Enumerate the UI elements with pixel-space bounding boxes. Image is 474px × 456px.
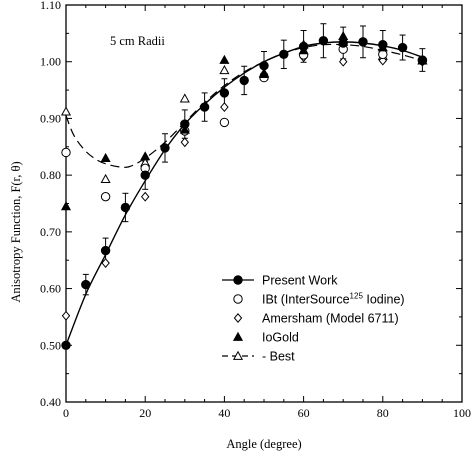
x-tick-label: 80 bbox=[377, 406, 389, 420]
ibt-point bbox=[61, 147, 71, 158]
present-work-point bbox=[397, 42, 408, 53]
amersham-point bbox=[101, 258, 110, 269]
present-work-point bbox=[219, 88, 230, 98]
ibt-point bbox=[219, 117, 230, 128]
legend-amersham-marker bbox=[233, 313, 243, 323]
y-tick-label: 0.60 bbox=[40, 282, 61, 296]
legend-iogold-label: IoGold bbox=[262, 331, 299, 345]
present-work-point bbox=[160, 143, 170, 153]
present-work-point bbox=[140, 170, 150, 180]
amersham-point bbox=[140, 191, 150, 202]
amersham-point bbox=[338, 56, 348, 67]
iogold-point bbox=[179, 124, 190, 134]
x-tick-label: 20 bbox=[139, 406, 151, 420]
present-work-point bbox=[81, 279, 91, 290]
y-tick-label: 0.50 bbox=[40, 338, 61, 352]
best-point bbox=[219, 64, 230, 75]
amersham-point bbox=[220, 102, 229, 113]
present-work-point bbox=[199, 102, 210, 112]
best-curve bbox=[65, 43, 423, 168]
legend-best-marker bbox=[232, 350, 244, 360]
y-tick-label: 0.40 bbox=[40, 395, 61, 409]
x-tick-label: 0 bbox=[63, 406, 69, 420]
iogold-point bbox=[219, 54, 230, 64]
ibt-point bbox=[100, 191, 111, 202]
legend-amersham-label: Amersham (Model 6711) bbox=[262, 312, 399, 326]
legend: Present Work IBt (InterSource125 Iodine) A… bbox=[222, 274, 405, 364]
present-work-point bbox=[378, 40, 388, 50]
x-tick-label: 100 bbox=[453, 406, 471, 420]
present-work-point bbox=[338, 38, 348, 48]
y-axis-label: Anisotropy Function, F(r, θ) bbox=[9, 161, 23, 302]
present-work-point bbox=[279, 49, 289, 60]
ibt-point bbox=[378, 49, 388, 60]
present-work-point bbox=[417, 55, 428, 65]
radius-annotation: 5 cm Radii bbox=[110, 34, 165, 48]
amersham-point bbox=[61, 310, 71, 321]
amersham-point bbox=[180, 137, 190, 148]
x-axis-label: Angle (degree) bbox=[226, 437, 301, 451]
present-work-point bbox=[100, 245, 111, 256]
markers-group bbox=[60, 30, 428, 350]
x-tick-label: 60 bbox=[298, 406, 310, 420]
y-tick-label: 1.10 bbox=[40, 0, 61, 12]
y-tick-label: 0.90 bbox=[40, 111, 61, 125]
legend-best-label: - Best bbox=[262, 350, 295, 364]
iogold-point bbox=[140, 151, 151, 161]
legend-ibt-marker bbox=[233, 294, 243, 304]
present-work-point bbox=[239, 75, 249, 86]
present-work-point bbox=[180, 119, 190, 129]
legend-present-work-marker bbox=[233, 275, 243, 285]
x-tick-label: 40 bbox=[218, 406, 230, 420]
best-point bbox=[179, 93, 190, 103]
best-point bbox=[60, 106, 72, 116]
legend-iogold-marker bbox=[232, 331, 244, 341]
present-work-point bbox=[318, 36, 329, 46]
present-work-point bbox=[298, 41, 309, 52]
y-tick-label: 0.80 bbox=[40, 168, 61, 182]
legend-present-work-label: Present Work bbox=[262, 274, 338, 288]
best-point bbox=[100, 173, 111, 183]
ticks-group: 0 20 40 60 80 100 0.40 0.50 0.60 0.70 0.80 0.90 1.00… bbox=[40, 0, 471, 420]
present-work-point bbox=[61, 340, 71, 350]
iogold-point bbox=[100, 152, 111, 162]
present-work-point bbox=[120, 202, 131, 213]
present-work-point bbox=[259, 60, 269, 71]
present-work-point bbox=[358, 37, 368, 47]
iogold-point bbox=[60, 201, 72, 211]
y-tick-label: 0.70 bbox=[40, 225, 61, 239]
legend-ibt-label: IBt (InterSource125 Iodine) bbox=[262, 292, 405, 307]
y-tick-label: 1.00 bbox=[40, 55, 61, 69]
iogold-point bbox=[258, 68, 270, 79]
